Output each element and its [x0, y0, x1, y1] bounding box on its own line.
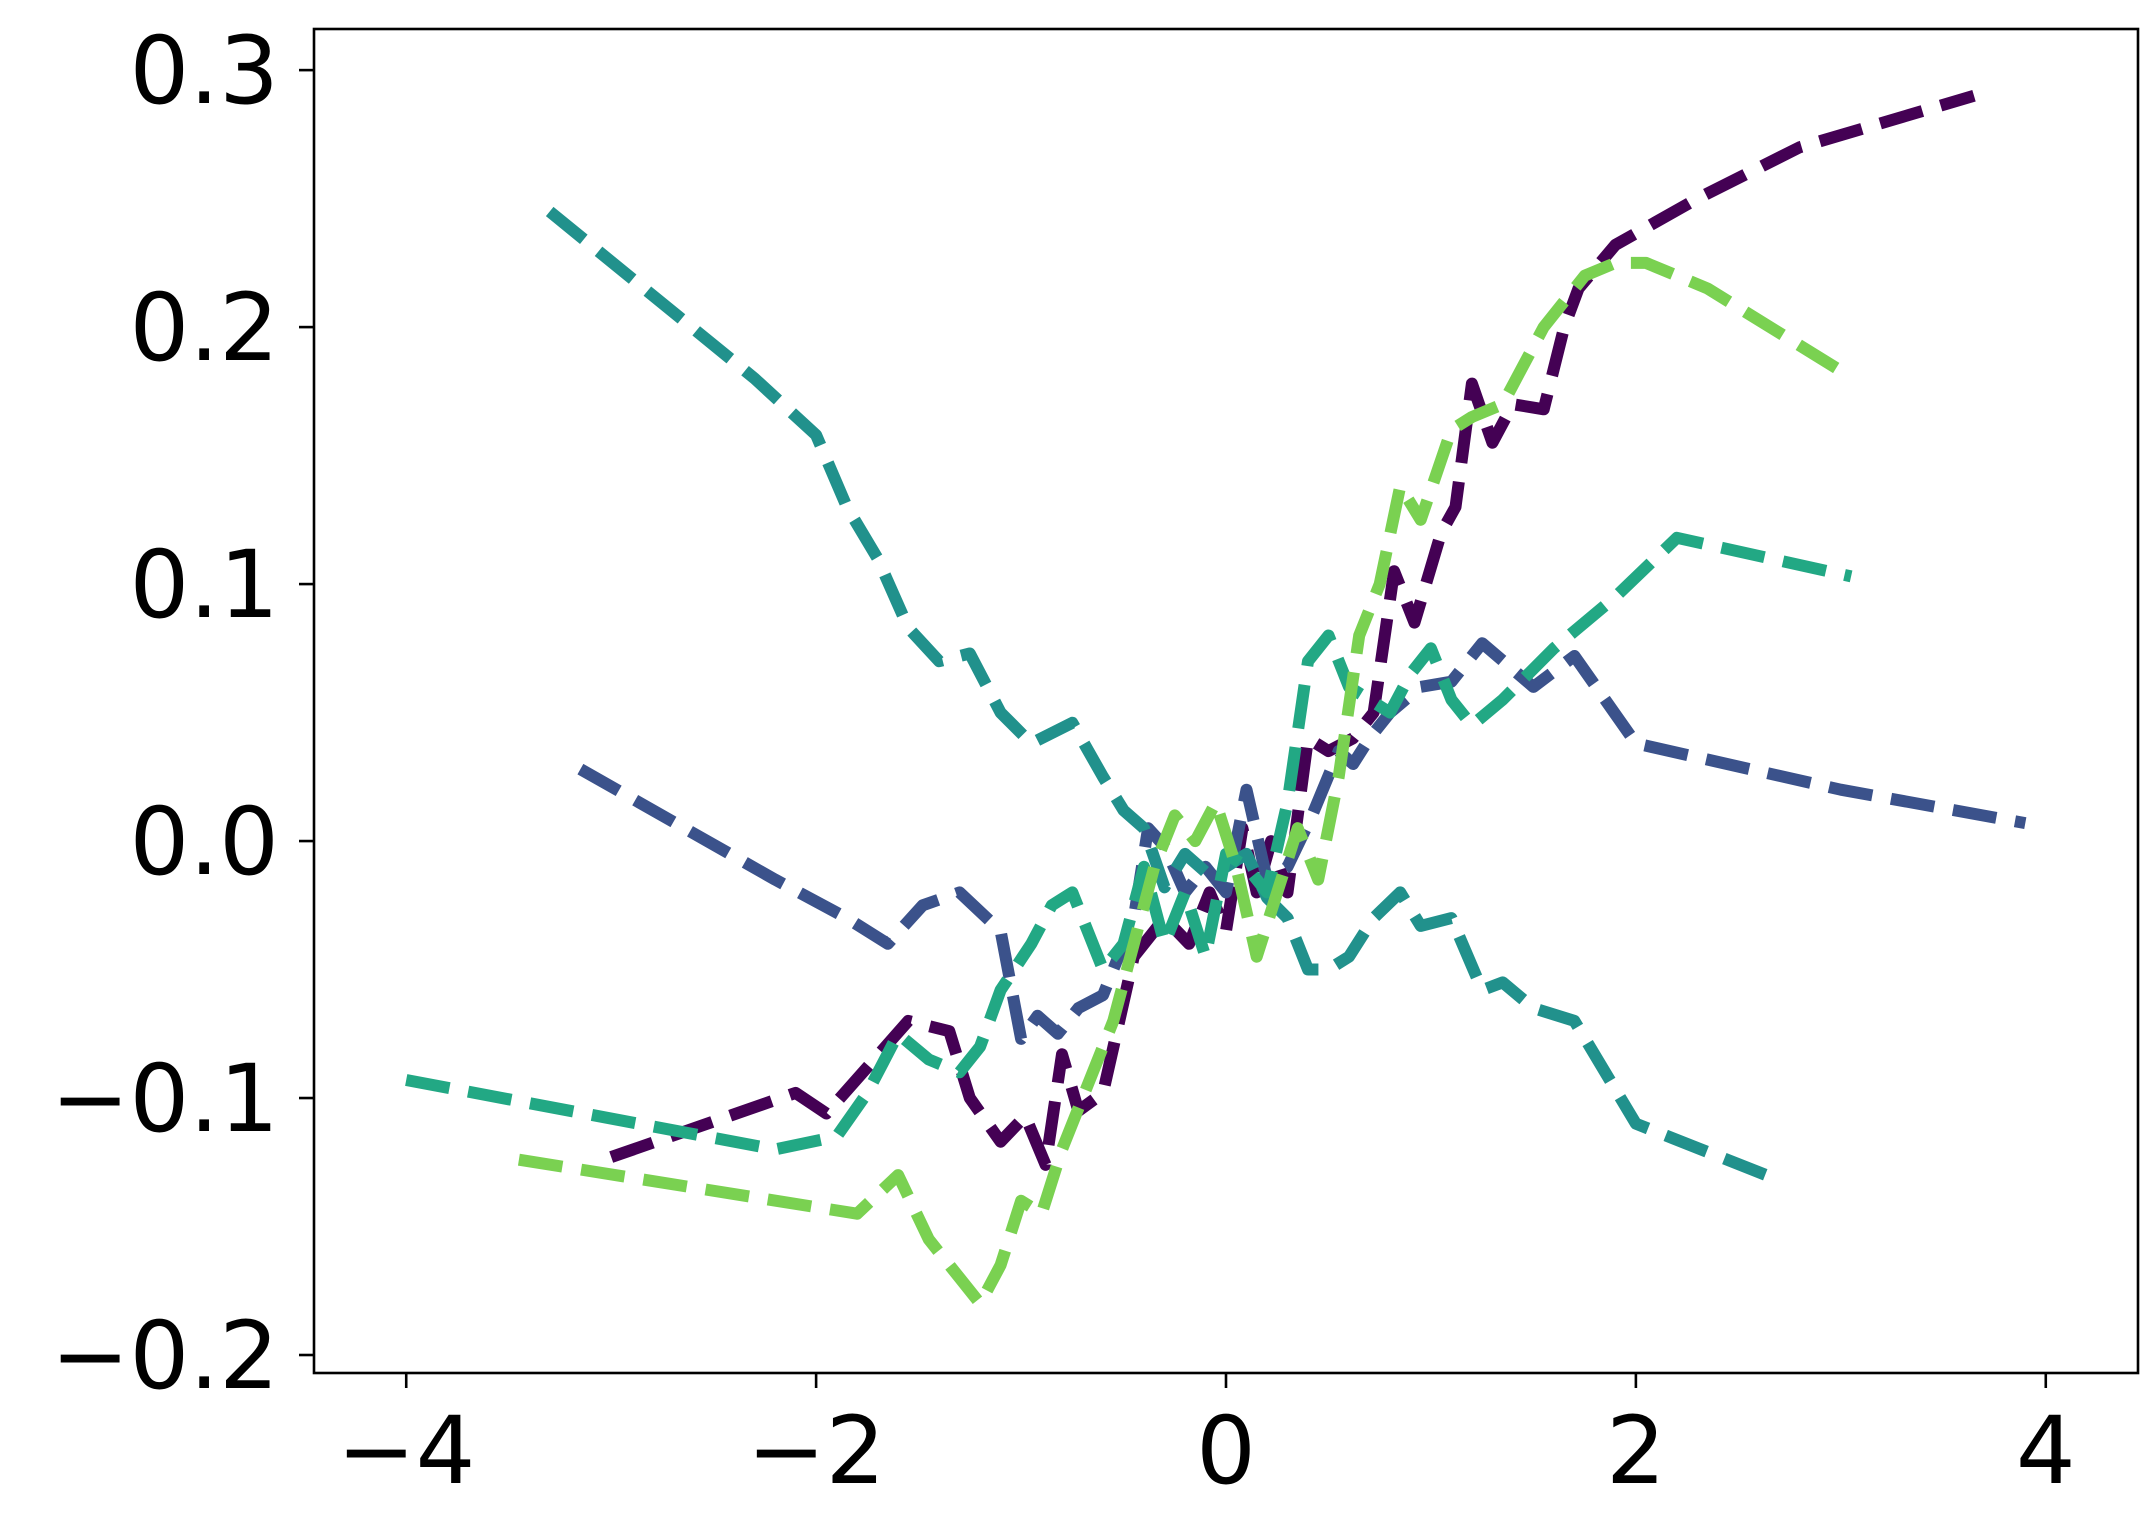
x-axis-ticks: −4 −2 0 2 4 — [337, 1373, 2076, 1506]
series-layer — [405, 90, 2027, 1310]
x-tick-label: 0 — [1196, 1397, 1256, 1506]
series-line-1 — [609, 90, 1976, 1171]
x-tick-label: 4 — [2016, 1397, 2076, 1506]
y-tick-label: 0.1 — [130, 531, 280, 640]
x-tick-label: −2 — [747, 1397, 886, 1506]
series-line-3 — [545, 206, 1782, 1186]
x-tick-label: 2 — [1606, 1397, 1666, 1506]
y-tick-label: −0.1 — [51, 1045, 279, 1154]
series-line-4 — [405, 531, 1853, 1156]
y-tick-label: −0.2 — [51, 1302, 279, 1411]
y-tick-label: 0.2 — [130, 274, 280, 383]
series-line-5 — [517, 256, 1844, 1310]
y-tick-label: 0.0 — [130, 788, 280, 897]
x-tick-label: −4 — [337, 1397, 476, 1506]
y-axis-ticks: −0.2 −0.1 0.0 0.1 0.2 0.3 — [51, 17, 314, 1411]
y-tick-label: 0.3 — [130, 17, 280, 126]
